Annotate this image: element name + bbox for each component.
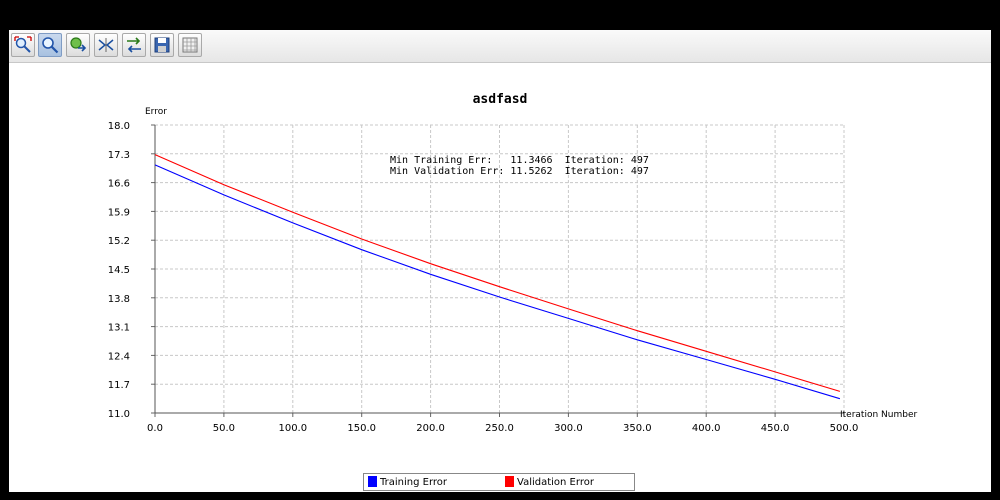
zoom-box-button[interactable]: [11, 33, 35, 57]
y-tick-label: 13.1: [108, 323, 130, 334]
chart-window: 11.0 11.7 12.4 13.1 13.8 14.5 15.2 15.9 16.6 17.3…: [9, 30, 991, 492]
series-line-training: [154, 164, 841, 400]
y-tick-label: 16.6: [108, 179, 130, 190]
annotation-line: Min Training Err: 11.3466 Iteration: 497: [390, 155, 649, 166]
pan-button[interactable]: [66, 33, 90, 57]
reset-icon: [98, 38, 114, 52]
y-tick-label: 15.2: [108, 236, 130, 247]
zoom-box-icon: [14, 36, 32, 53]
y-tick-label: 15.9: [108, 207, 130, 218]
y-tick-label: 11.7: [108, 380, 130, 391]
y-tick-label: 13.8: [108, 294, 130, 305]
table-button[interactable]: [178, 33, 202, 57]
legend: Training Error Validation Error: [363, 473, 635, 491]
y-tick-label: 12.4: [108, 351, 130, 362]
x-tick-label: 150.0: [347, 423, 376, 434]
legend-label-training: Training Error: [380, 477, 448, 488]
x-tick-label: 250.0: [485, 423, 514, 434]
chart-title: asdfasd: [473, 92, 528, 107]
zoom-icon: [42, 37, 59, 54]
y-tick-label: 14.5: [108, 265, 130, 276]
x-tick-label: 0.0: [147, 423, 163, 434]
legend-item-training: Training Error: [368, 476, 447, 490]
reset-button[interactable]: [94, 33, 118, 57]
annotation-line: Min Validation Err: 11.5262 Iteration: 4…: [390, 166, 649, 177]
legend-item-validation: Validation Error: [505, 476, 594, 490]
pan-icon: [70, 37, 87, 52]
x-tick-label: 200.0: [416, 423, 445, 434]
zoom-button[interactable]: [38, 33, 62, 57]
x-tick-label: 100.0: [278, 423, 307, 434]
save-icon: [154, 37, 170, 53]
x-tick-label: 400.0: [692, 423, 721, 434]
legend-label-validation: Validation Error: [517, 477, 594, 488]
y-axis-label: Error: [145, 107, 167, 117]
y-tick-label: 17.3: [108, 150, 130, 161]
legend-swatch-validation: [505, 476, 514, 487]
x-tick-label: 300.0: [554, 423, 583, 434]
properties-button[interactable]: [122, 33, 146, 57]
properties-icon: [127, 37, 141, 53]
x-axis-label: Iteration Number: [840, 410, 917, 420]
y-tick-label: 11.0: [108, 409, 130, 420]
series-line-validation: [154, 154, 841, 392]
y-tick-label: 18.0: [108, 121, 130, 132]
x-tick-label: 350.0: [623, 423, 652, 434]
line-chart: 11.0 11.7 12.4 13.1 13.8 14.5 15.2 15.9 16.6 17.3…: [108, 92, 918, 434]
save-button[interactable]: [150, 33, 174, 57]
x-tick-label: 500.0: [830, 423, 859, 434]
x-tick-label: 50.0: [213, 423, 235, 434]
x-tick-label: 450.0: [761, 423, 790, 434]
legend-swatch-training: [368, 476, 377, 487]
toolbar: [9, 30, 991, 63]
table-icon: [182, 37, 198, 53]
